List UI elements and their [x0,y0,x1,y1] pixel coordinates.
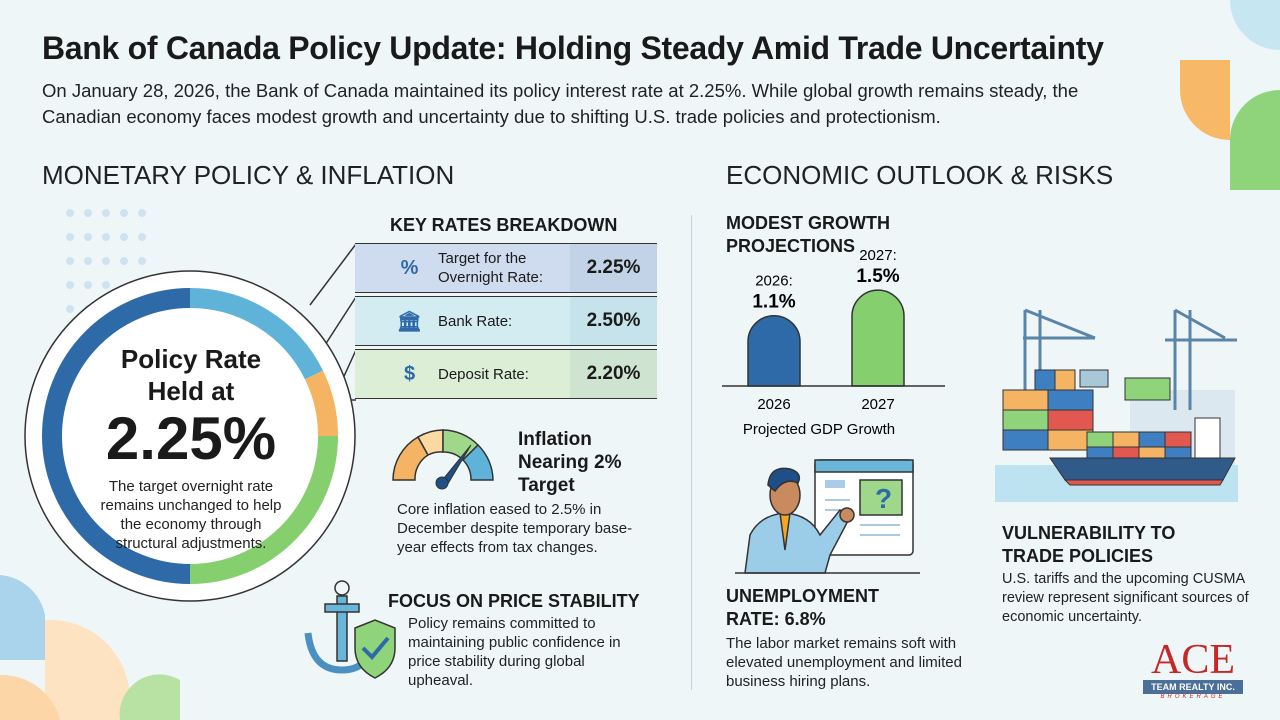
policy-description: The target overnight rate remains unchan… [100,478,282,552]
bar-value-label: 1.1% [752,292,795,313]
percent-lock-icon: % [400,256,419,279]
trade-description: U.S. tariffs and the upcoming CUSMA revi… [1002,571,1249,625]
key-rate-label: Deposit Rate: [438,365,529,383]
policy-label-line1: Policy Rate [120,344,262,374]
ace-team-realty-logo: ACE TEAM REALTY INC. BROKERAGE [1143,639,1243,700]
bar-2026 [747,314,801,387]
key-rate-row: $ Deposit Rate: 2.20% [355,349,657,399]
connector-lines [309,243,357,401]
unemployment-title: UNEMPLOYMENT RATE: 6.8% [726,586,879,629]
key-rate-label: Target for the Overnight Rate: [438,250,544,286]
donut-segment-green [189,435,338,584]
section-heading-monetary: MONETARY POLICY & INFLATION [42,160,455,190]
key-rates-heading: KEY RATES BREAKDOWN [390,215,618,235]
stability-title: FOCUS ON PRICE STABILITY [388,591,640,611]
donut-segment-light-blue [189,287,323,380]
inflation-description: Core inflation eased to 2.5% in December… [397,501,633,556]
x-tick-label: 2026 [757,396,790,413]
page-title: Bank of Canada Policy Update: Holding St… [42,30,1104,66]
svg-text:?: ? [875,483,892,514]
column-divider [691,215,692,690]
bar-2027 [851,289,905,387]
trade-title: VULNERABILITY TO TRADE POLICIES [1002,523,1176,566]
decorative-shapes-top-right [1180,0,1280,190]
page-subtitle: On January 28, 2026, the Bank of Canada … [42,80,1079,127]
bank-icon: 🏛 [396,310,423,333]
policy-rate-value: 2.25% [105,405,277,472]
key-rate-value: 2.50% [570,297,657,345]
donut-segment-dark-blue [42,288,191,584]
bar-data-label: 2026: [755,273,793,290]
key-rate-label: Bank Rate: [438,312,513,330]
gdp-growth-chart: 2026: 1.1% 2026 2027: 1.5% 2027 Projected GDP … [722,250,945,438]
cargo-ship-port-illustration [995,308,1238,502]
anchor-shield-icon [304,580,396,679]
key-rate-value: 2.25% [570,244,657,292]
x-axis-label: Projected GDP Growth [743,421,895,438]
key-rate-row: 🏛 Bank Rate: 2.50% [355,296,657,346]
hand-coin-icon: $ [403,362,416,385]
unemployment-description: The labor market remains soft with eleva… [726,635,962,690]
policy-label-line2: Held at [147,376,235,406]
decorative-shapes [0,575,180,720]
x-tick-label: 2027 [861,396,894,413]
inflation-title: Inflation Nearing 2% Target [518,429,622,496]
bar-data-label: 2027: [859,250,897,264]
stability-description: Policy remains committed to maintaining … [408,615,621,689]
person-pointing-illustration: ? [735,459,920,574]
bar-value-label: 1.5% [856,266,899,287]
gauge-icon [392,429,494,490]
policy-rate-donut [24,270,356,602]
section-heading-outlook: ECONOMIC OUTLOOK & RISKS [726,160,1114,190]
growth-title: MODEST GROWTH PROJECTIONS [726,213,890,256]
key-rate-row: % Target for the Overnight Rate: 2.25% [355,243,657,293]
key-rate-value: 2.20% [570,350,657,398]
donut-segment-orange [304,370,339,437]
